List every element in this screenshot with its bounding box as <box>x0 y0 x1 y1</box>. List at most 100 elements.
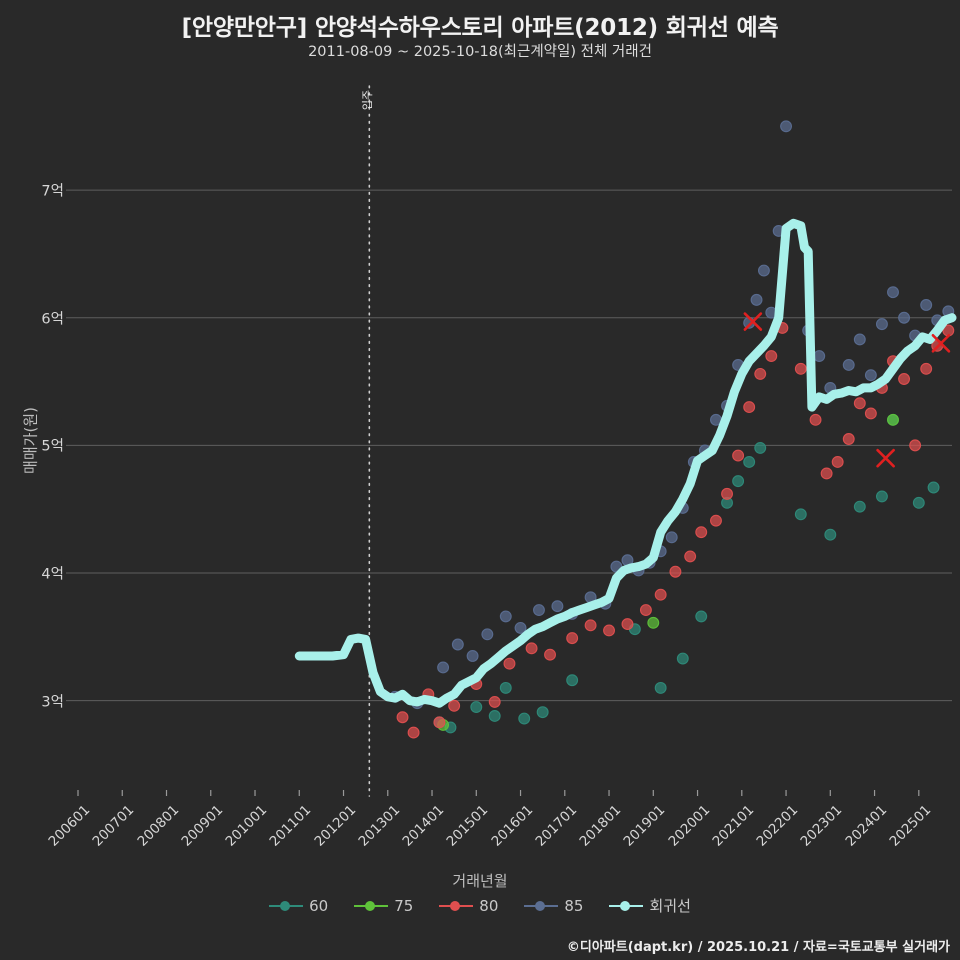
data-point <box>466 650 479 662</box>
legend-swatch-icon <box>269 900 304 912</box>
legend-swatch-icon <box>439 900 474 912</box>
data-point <box>909 439 922 452</box>
cancelled-marker <box>876 448 895 468</box>
data-point <box>544 648 556 661</box>
data-point <box>887 413 899 426</box>
x-axis-title: 거래년월 <box>452 872 508 890</box>
data-point <box>813 350 826 362</box>
data-point <box>433 716 446 729</box>
y-tick-label: 4억 <box>41 566 64 583</box>
legend-item-회귀선[interactable]: 회귀선 <box>609 895 691 916</box>
data-point <box>732 449 745 462</box>
data-point <box>643 556 656 569</box>
data-point <box>621 618 634 631</box>
data-point <box>757 264 770 277</box>
data-point <box>603 624 615 637</box>
data-point <box>654 545 667 558</box>
data-point <box>710 514 722 527</box>
data-point <box>481 628 494 641</box>
data-point <box>448 699 461 712</box>
data-point <box>695 610 708 623</box>
data-point <box>754 441 767 454</box>
chart-legend: 60 75 80 85 회귀선 <box>0 895 960 916</box>
data-point <box>437 661 450 674</box>
data-point <box>721 399 733 412</box>
data-point <box>437 718 450 731</box>
data-point <box>776 322 789 334</box>
data-point <box>499 610 512 623</box>
data-point <box>853 397 866 410</box>
data-point <box>898 311 911 324</box>
data-point <box>444 721 457 734</box>
movein-label: 입주 <box>361 89 375 111</box>
data-point <box>695 526 708 539</box>
scatter-series-75 <box>437 413 899 731</box>
data-point <box>772 225 785 237</box>
data-point <box>931 339 944 352</box>
data-point <box>743 316 756 329</box>
data-point <box>514 621 527 634</box>
data-point <box>887 355 899 368</box>
data-point <box>676 501 689 514</box>
legend-swatch-icon <box>524 900 559 912</box>
data-point <box>503 657 516 670</box>
data-point <box>687 456 700 468</box>
data-point <box>875 381 888 394</box>
data-point <box>875 318 888 331</box>
scatter-series-85 <box>389 120 955 710</box>
data-point <box>584 619 597 632</box>
data-point <box>920 362 933 375</box>
scatter-series-60 <box>433 413 940 734</box>
data-point <box>470 701 483 713</box>
data-point <box>433 716 446 729</box>
data-point <box>654 681 667 694</box>
data-point <box>864 407 877 420</box>
data-point <box>584 591 597 604</box>
cancelled-marker <box>743 312 763 331</box>
data-point <box>898 373 911 385</box>
legend-label: 85 <box>564 896 584 915</box>
chart-subtitle: 2011-08-09 ~ 2025-10-18(최근계약일) 전체 거래건 <box>308 44 652 60</box>
legend-item-75[interactable]: 75 <box>354 897 413 915</box>
data-point <box>802 324 815 337</box>
data-point <box>920 299 933 311</box>
legend-item-85[interactable]: 85 <box>524 897 583 915</box>
data-point <box>912 496 925 509</box>
legend-label: 회귀선 <box>649 897 691 915</box>
data-point <box>864 369 877 382</box>
data-point <box>411 697 424 710</box>
data-point <box>765 306 778 319</box>
data-point <box>794 508 807 521</box>
data-point <box>743 456 756 468</box>
data-point <box>820 467 833 480</box>
data-point <box>451 638 464 651</box>
legend-swatch-icon <box>354 900 389 912</box>
data-point <box>732 475 745 488</box>
data-point <box>794 362 807 375</box>
data-point <box>566 607 579 620</box>
legend-item-60[interactable]: 60 <box>269 897 328 915</box>
data-point <box>610 560 623 573</box>
data-point <box>488 695 501 708</box>
data-point <box>780 120 793 133</box>
legend-item-80[interactable]: 80 <box>439 897 498 915</box>
data-point <box>632 564 645 577</box>
data-point <box>809 413 822 426</box>
data-point <box>710 413 722 426</box>
data-point <box>665 531 678 544</box>
data-point <box>533 604 545 616</box>
data-point <box>407 726 420 739</box>
data-point <box>499 681 512 694</box>
data-point <box>676 652 689 665</box>
data-point <box>551 600 564 613</box>
data-point <box>750 293 763 306</box>
data-point <box>621 554 634 567</box>
data-point <box>654 588 667 601</box>
data-point <box>518 712 531 725</box>
data-point <box>536 706 549 719</box>
data-point <box>931 314 944 327</box>
scatter-series-80 <box>396 322 955 739</box>
cancelled-markers <box>743 312 951 468</box>
chart-footer: ©디아파트(dapt.kr) / 2025.10.21 / 자료=국토교통부 실… <box>566 940 950 955</box>
